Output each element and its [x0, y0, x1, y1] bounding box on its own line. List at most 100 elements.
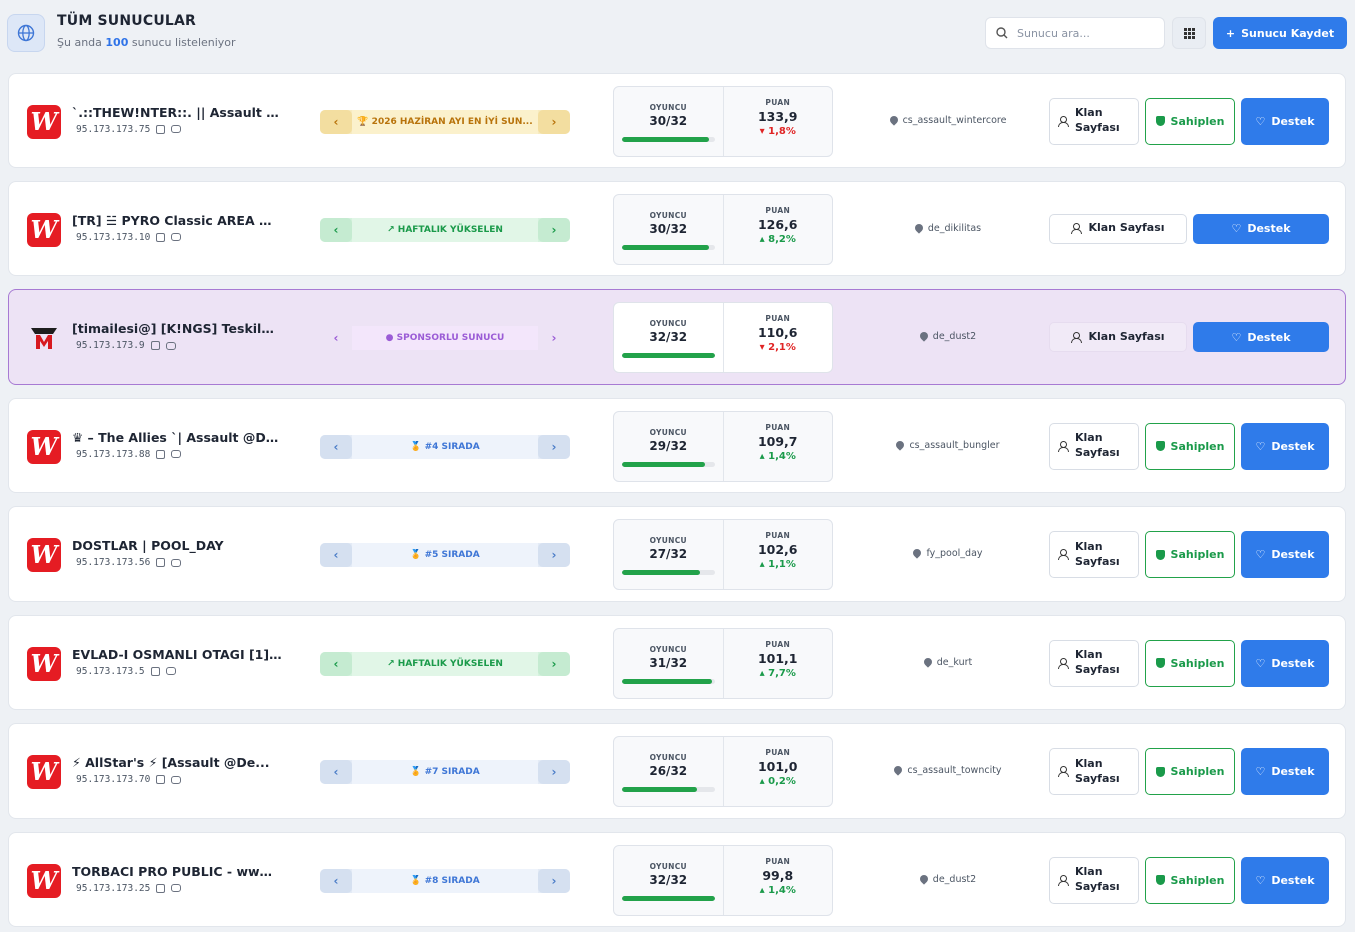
- server-row[interactable]: [timailesi@] [K!NGS] Teskilat-... 95.173…: [8, 289, 1346, 385]
- search-box[interactable]: [985, 17, 1165, 49]
- players-bar-fill: [622, 353, 715, 358]
- server-row[interactable]: W EVLAD-I OSMANLI OTAGI [1] (... 95.173.…: [8, 615, 1346, 710]
- clan-page-button[interactable]: Klan Sayfası: [1049, 322, 1187, 352]
- copy-icon[interactable]: [156, 775, 166, 784]
- badge-next-arrow-icon[interactable]: ›: [551, 331, 557, 345]
- players-value: 32/32: [649, 872, 688, 887]
- connect-icon[interactable]: [171, 450, 182, 458]
- connect-icon[interactable]: [171, 125, 182, 133]
- trend-icon: ▴: [759, 233, 765, 245]
- copy-icon[interactable]: [156, 232, 166, 242]
- badge-prev-arrow-icon[interactable]: ‹: [320, 109, 352, 134]
- server-row[interactable]: W ⚡ AllStar's ⚡ [Assault @De... 95.173.1…: [8, 723, 1346, 819]
- badge-next-arrow-icon[interactable]: ›: [538, 868, 570, 893]
- copy-icon[interactable]: [150, 341, 160, 350]
- players-header: OYUNCU: [649, 210, 687, 220]
- claim-button[interactable]: Sahiplen: [1145, 748, 1235, 795]
- score-header: PUAN: [765, 97, 791, 107]
- claim-button[interactable]: Sahiplen: [1145, 856, 1235, 904]
- badge-prev-arrow-icon[interactable]: ‹: [320, 543, 352, 567]
- grid-view-button[interactable]: [1172, 17, 1206, 49]
- trend-icon: ▴: [759, 776, 765, 787]
- connect-icon[interactable]: [171, 884, 182, 892]
- server-badge: ‹ 🏅 #8 SIRADA ›: [320, 868, 570, 893]
- server-name[interactable]: `.::THEW!NTER::. || Assault @...: [72, 104, 282, 120]
- register-server-button[interactable]: + Sunucu Kaydet: [1213, 17, 1347, 49]
- support-button[interactable]: ♡ Destek: [1193, 322, 1329, 352]
- badge-next-arrow-icon[interactable]: ›: [538, 651, 570, 676]
- server-row[interactable]: W [TR] ☱ PYRO Classic AREA ® –... 95.173…: [8, 181, 1346, 276]
- badge-next-arrow-icon[interactable]: ›: [538, 760, 570, 784]
- support-button[interactable]: ♡ Destek: [1193, 213, 1329, 244]
- badge-prev-arrow-icon[interactable]: ‹: [320, 434, 352, 459]
- badge-prev-arrow-icon[interactable]: ‹: [333, 331, 339, 345]
- claim-button[interactable]: Sahiplen: [1145, 422, 1235, 470]
- clan-page-button[interactable]: Klan Sayfası: [1049, 213, 1187, 244]
- claim-button[interactable]: Sahiplen: [1145, 639, 1235, 687]
- copy-icon[interactable]: [150, 666, 160, 676]
- server-row[interactable]: W `.::THEW!NTER::. || Assault @... 95.17…: [8, 73, 1346, 168]
- server-name[interactable]: DOSTLAR | POOL_DAY: [72, 538, 224, 553]
- players-stat: OYUNCU 29/32: [614, 412, 723, 481]
- server-stats: OYUNCU 27/32 PUAN 102,6 ▴ 1,1%: [613, 519, 833, 590]
- server-name[interactable]: ♛ – The Allies `| Assault @De...: [72, 429, 282, 445]
- clan-page-button[interactable]: Klan Sayfası: [1049, 748, 1139, 795]
- support-button[interactable]: ♡ Destek: [1241, 639, 1329, 687]
- badge-next-arrow-icon[interactable]: ›: [538, 434, 570, 459]
- search-icon: [996, 27, 1008, 39]
- search-input[interactable]: [1017, 26, 1147, 40]
- badge-prev-arrow-icon[interactable]: ‹: [320, 760, 352, 784]
- clan-page-button[interactable]: Klan Sayfası: [1049, 531, 1139, 578]
- map-name: de_kurt: [936, 656, 973, 668]
- claim-label: Sahiplen: [1170, 114, 1225, 128]
- server-row[interactable]: W TORBACI PRO PUBLIC - www.... 95.173.17…: [8, 832, 1346, 927]
- score-header: PUAN: [765, 748, 791, 757]
- support-button[interactable]: ♡ Destek: [1241, 748, 1329, 795]
- clan-page-label: Klan Sayfası: [1075, 648, 1120, 676]
- badge-next-arrow-icon[interactable]: ›: [538, 543, 570, 567]
- connect-icon[interactable]: [171, 558, 182, 567]
- map-name: de_dust2: [932, 873, 977, 885]
- badge-prev-arrow-icon[interactable]: ‹: [320, 217, 352, 242]
- copy-icon[interactable]: [156, 449, 166, 459]
- map-pin-icon: [922, 655, 934, 668]
- subtitle-prefix: Şu anda: [57, 36, 102, 49]
- clan-page-button[interactable]: Klan Sayfası: [1049, 97, 1139, 145]
- badge-next-arrow-icon[interactable]: ›: [538, 217, 570, 242]
- server-name[interactable]: TORBACI PRO PUBLIC - www....: [72, 863, 282, 879]
- connect-icon[interactable]: [171, 233, 182, 241]
- copy-icon[interactable]: [156, 124, 166, 134]
- score-header: PUAN: [765, 205, 791, 215]
- server-row[interactable]: W DOSTLAR | POOL_DAY 95.173.173.56 ‹ 🏅 #…: [8, 506, 1346, 602]
- copy-icon[interactable]: [156, 558, 166, 567]
- server-logo: W: [27, 863, 61, 898]
- server-name[interactable]: [TR] ☱ PYRO Classic AREA ® –...: [72, 212, 282, 228]
- support-button[interactable]: ♡ Destek: [1241, 856, 1329, 904]
- server-name[interactable]: EVLAD-I OSMANLI OTAGI [1] (...: [72, 646, 282, 662]
- claim-button[interactable]: Sahiplen: [1145, 97, 1235, 145]
- clan-page-button[interactable]: Klan Sayfası: [1049, 422, 1139, 470]
- connect-icon[interactable]: [171, 775, 182, 784]
- clan-page-button[interactable]: Klan Sayfası: [1049, 639, 1139, 687]
- connect-icon[interactable]: [165, 341, 176, 350]
- badge-next-arrow-icon[interactable]: ›: [538, 109, 570, 134]
- support-label: Destek: [1271, 439, 1315, 453]
- server-badge: ‹ ↗ HAFTALIK YÜKSELEN ›: [320, 217, 570, 242]
- server-name[interactable]: ⚡ AllStar's ⚡ [Assault @De...: [72, 755, 270, 770]
- claim-button[interactable]: Sahiplen: [1145, 531, 1235, 578]
- badge-prev-arrow-icon[interactable]: ‹: [320, 651, 352, 676]
- badge-prev-arrow-icon[interactable]: ‹: [320, 868, 352, 893]
- copy-icon[interactable]: [156, 883, 166, 893]
- support-button[interactable]: ♡ Destek: [1241, 97, 1329, 145]
- map-name: fy_pool_day: [926, 548, 983, 559]
- server-logo: W: [27, 755, 61, 789]
- subtitle-suffix: sunucu listeleniyor: [131, 36, 236, 49]
- support-button[interactable]: ♡ Destek: [1241, 531, 1329, 578]
- server-name[interactable]: [timailesi@] [K!NGS] Teskilat-...: [72, 321, 282, 336]
- clan-page-button[interactable]: Klan Sayfası: [1049, 856, 1139, 904]
- server-row[interactable]: W ♛ – The Allies `| Assault @De... 95.17…: [8, 398, 1346, 493]
- players-stat: OYUNCU 32/32: [614, 846, 723, 915]
- connect-icon[interactable]: [165, 667, 176, 675]
- support-button[interactable]: ♡ Destek: [1241, 422, 1329, 470]
- server-ip: 95.173.173.88: [76, 448, 151, 460]
